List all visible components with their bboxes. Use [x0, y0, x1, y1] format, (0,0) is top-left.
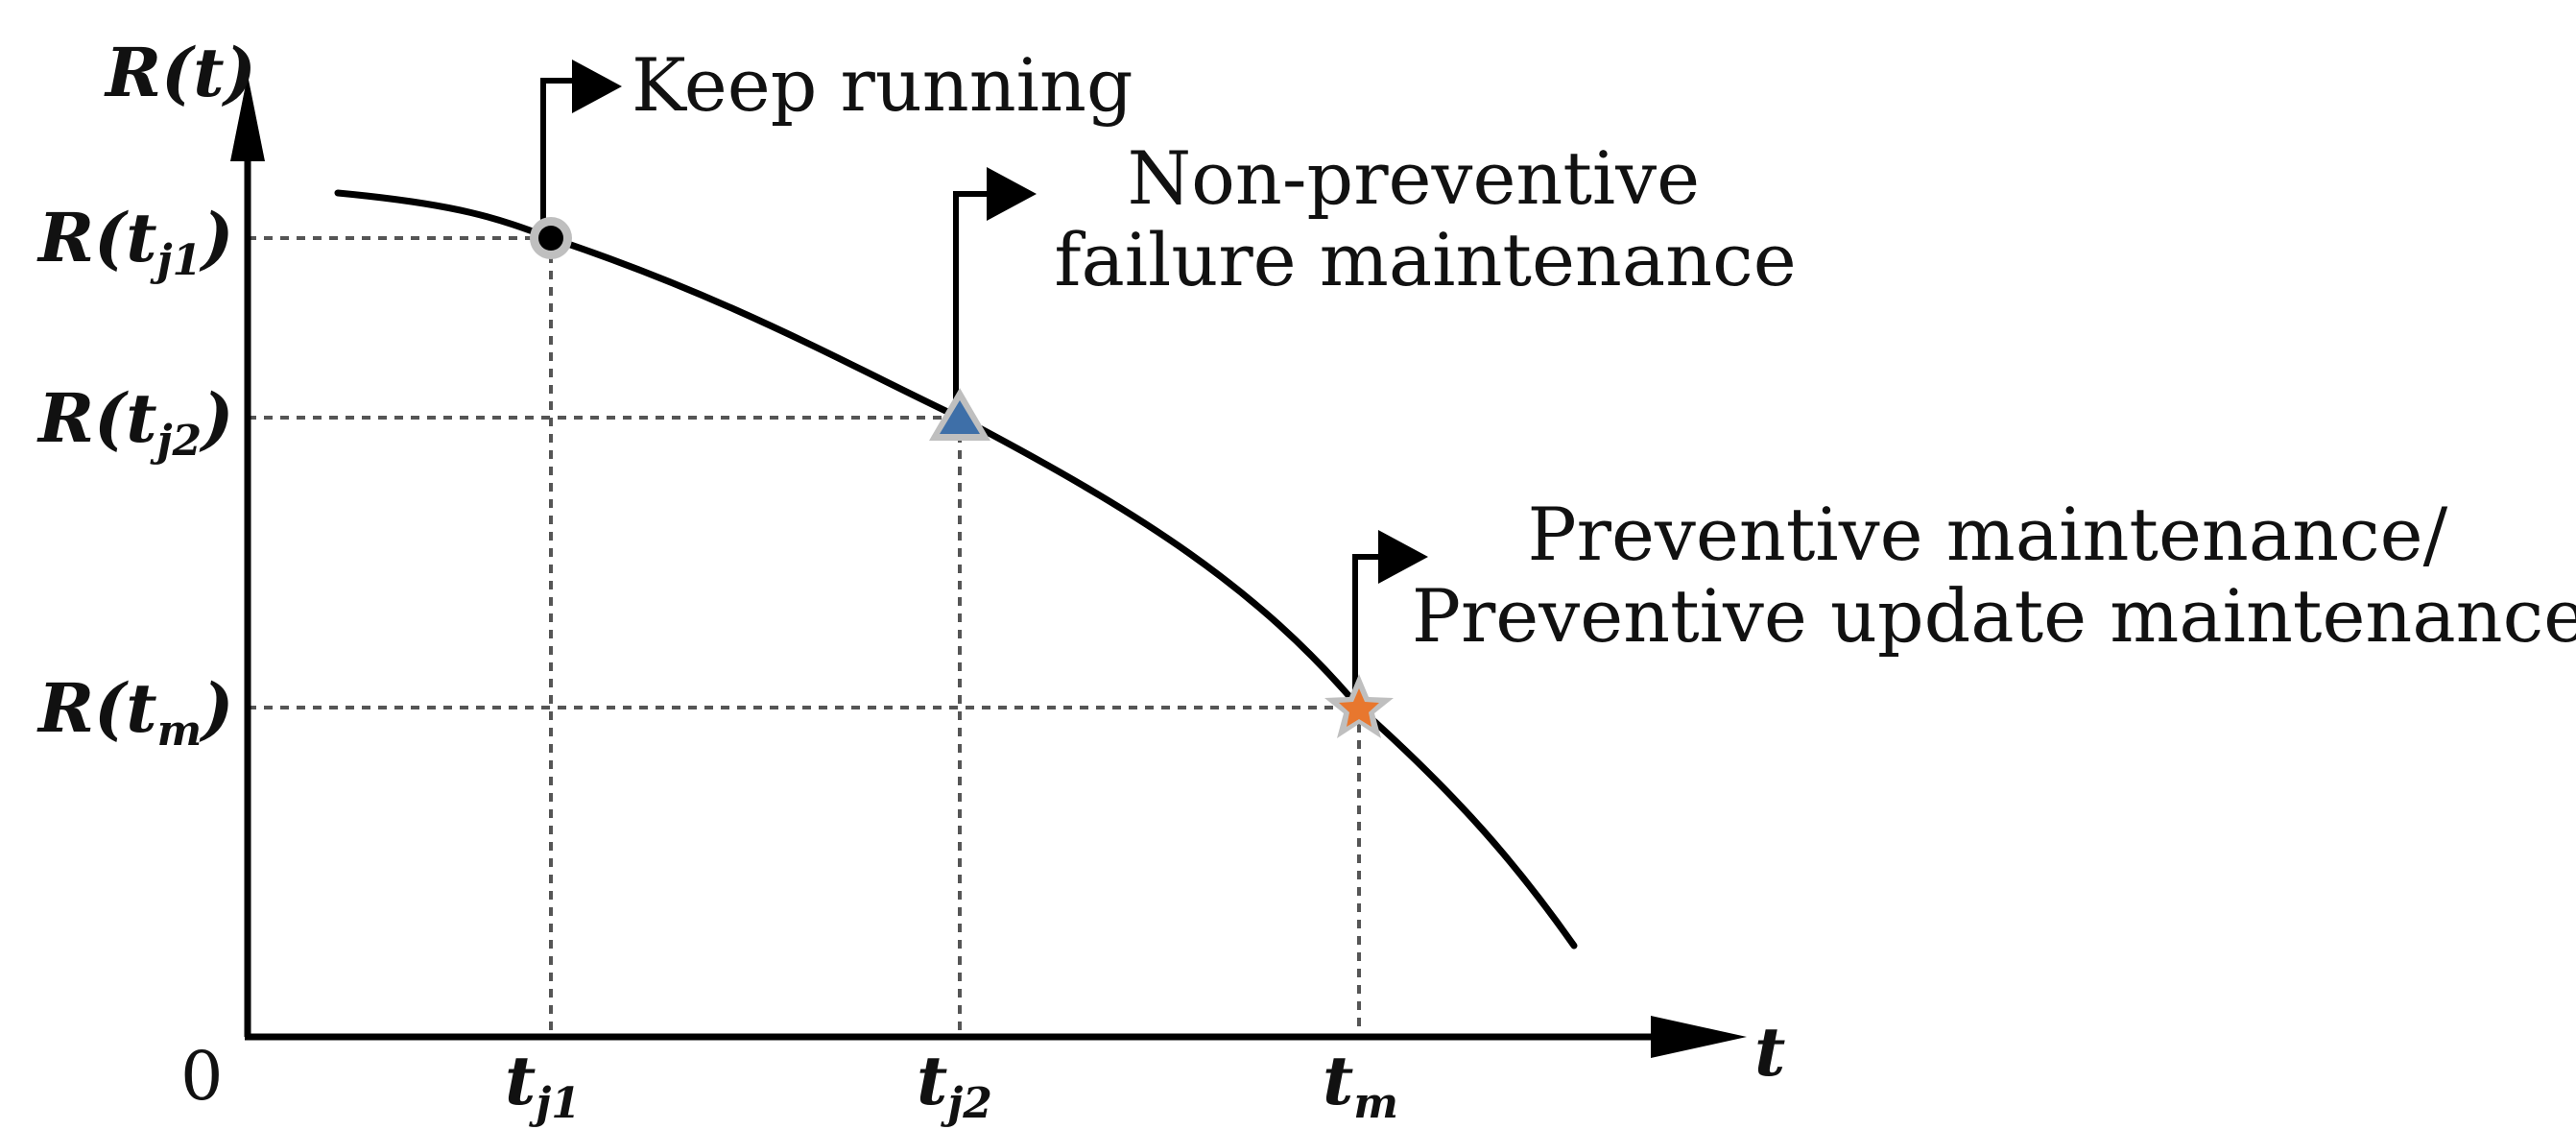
y-axis-arrowhead	[230, 75, 265, 161]
star-marker	[1339, 688, 1379, 727]
circle-marker	[538, 226, 563, 251]
x-tick-tm: tm	[1323, 1041, 1398, 1128]
flag-non-preventive	[953, 191, 989, 409]
decision-flags	[540, 60, 1428, 699]
flag-keep-running-head	[572, 60, 622, 113]
guide-lines	[248, 236, 1361, 1037]
caption-keep-running: Keep running	[632, 42, 1133, 128]
x-tick-tj2: tj2	[917, 1041, 992, 1128]
flag-non-preventive-head	[987, 167, 1037, 221]
y-tick-tj1: R(tj1)	[36, 198, 233, 285]
markers	[530, 217, 1394, 738]
y-axis-label: R(t)	[104, 33, 256, 112]
x-axis-arrowhead	[1651, 1016, 1747, 1058]
flag-preventive-head	[1378, 530, 1428, 584]
axes	[230, 75, 1747, 1058]
origin-label: 0	[180, 1037, 224, 1116]
flag-preventive	[1352, 554, 1382, 699]
y-tick-tm: R(tm)	[36, 668, 233, 756]
caption-non-preventive: Non-preventive failure maintenance	[1054, 135, 1796, 302]
x-tick-tj1: tj1	[505, 1041, 581, 1128]
triangle-marker	[940, 400, 980, 434]
x-axis-label: t	[1754, 1012, 1785, 1092]
caption-preventive: Preventive maintenance/ Preventive updat…	[1412, 492, 2576, 659]
y-tick-tj2: R(tj2)	[36, 378, 233, 466]
flag-keep-running	[540, 76, 584, 230]
